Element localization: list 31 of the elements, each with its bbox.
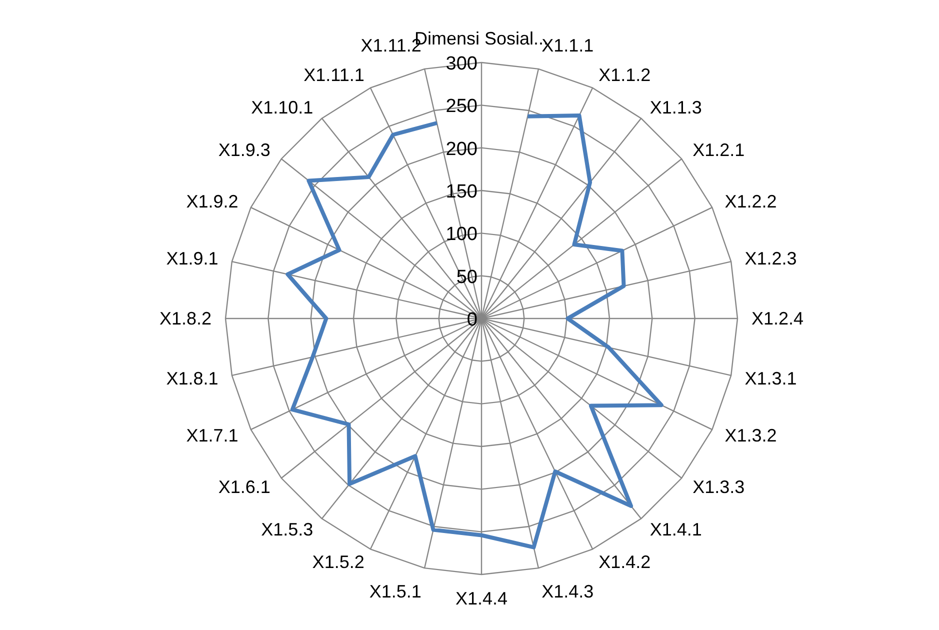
spoke-label: X1.5.1 (369, 582, 422, 602)
spoke-label: X1.6.1 (218, 476, 270, 497)
spoke-label: X1.7.1 (186, 426, 238, 446)
y-tick-label: 250 (446, 96, 478, 118)
y-tick-label: 150 (446, 182, 478, 202)
spoke-label: X1.2.1 (692, 140, 745, 160)
spoke-label: X1.11.1 (304, 65, 364, 86)
spoke-label: X1.2.4 (752, 308, 804, 328)
y-tick-label: 100 (446, 224, 478, 246)
spoke-label: X1.3.2 (724, 426, 777, 446)
spoke-label: X1.8.1 (166, 368, 218, 389)
spoke-label: X1.9.3 (218, 140, 270, 160)
spoke-label: X1.5.2 (312, 552, 364, 572)
spoke-label: X1.10.1 (251, 97, 314, 118)
spoke-label: X1.5.3 (261, 520, 314, 540)
spoke-label: X1.8.2 (159, 308, 212, 328)
spoke-label: X1.9.1 (166, 248, 218, 268)
spoke-label: X1.4.4 (455, 588, 508, 608)
spoke-label: X1.4.3 (542, 582, 594, 602)
spoke-label: X1.4.1 (650, 520, 702, 540)
spoke-label: X1.3.1 (744, 368, 797, 389)
y-tick-label: 200 (446, 138, 478, 160)
spoke-label: X1.3.3 (692, 476, 745, 497)
spoke-label: X1.2.3 (744, 248, 797, 268)
spoke-label: X1.1.2 (598, 65, 651, 86)
y-tick-label: 50 (456, 266, 478, 288)
spoke-label: X1.4.2 (598, 552, 651, 572)
y-tick-label: 300 (446, 54, 478, 74)
spoke-label: X1.2.2 (724, 191, 777, 212)
spoke-label: X1.9.2 (186, 191, 238, 212)
spoke-label: X1.1.3 (650, 97, 702, 118)
